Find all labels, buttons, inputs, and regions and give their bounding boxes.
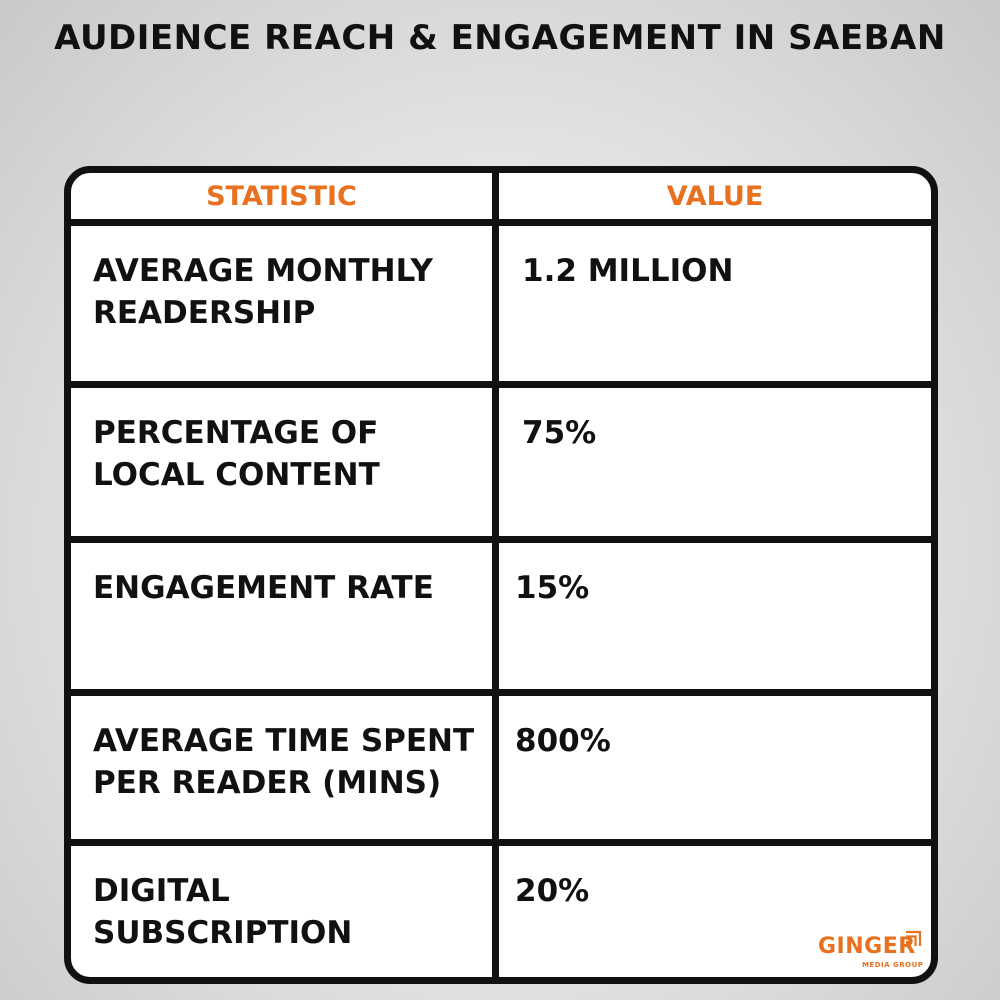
value-cell: 15% (499, 543, 931, 689)
statistic-label: PERCENTAGE OF LOCAL CONTENT (93, 415, 380, 493)
header-statistic: STATISTIC (206, 180, 357, 212)
statistic-label: ENGAGEMENT RATE (93, 570, 434, 606)
table-row: DIGITAL SUBSCRIPTION 20% (71, 839, 931, 977)
statistic-label: DIGITAL SUBSCRIPTION (93, 873, 353, 951)
statistic-value: 15% (515, 570, 590, 606)
header-cell-value: VALUE (499, 173, 931, 219)
ginger-logo: GINGER MEDIA GROUP (818, 930, 928, 974)
statistic-cell: AVERAGE MONTHLY READERSHIP (71, 226, 499, 381)
stats-table: STATISTIC VALUE AVERAGE MONTHLY READERSH… (64, 166, 938, 984)
table-row: PERCENTAGE OF LOCAL CONTENT 75% (71, 381, 931, 536)
table-row: ENGAGEMENT RATE 15% (71, 536, 931, 689)
statistic-value: 75% (522, 415, 597, 451)
value-cell: 1.2 MILLION (499, 226, 931, 381)
table-header-row: STATISTIC VALUE (71, 173, 931, 219)
table-row: AVERAGE TIME SPENT PER READER (MINS) 800… (71, 689, 931, 839)
statistic-label: AVERAGE TIME SPENT PER READER (MINS) (93, 723, 475, 801)
statistic-cell: PERCENTAGE OF LOCAL CONTENT (71, 388, 499, 536)
value-cell: 800% (499, 696, 931, 839)
statistic-value: 20% (515, 873, 590, 909)
statistic-value: 800% (515, 723, 611, 759)
value-cell: 20% (499, 846, 931, 977)
header-value: VALUE (666, 180, 764, 212)
page-title: AUDIENCE REACH & ENGAGEMENT IN SAEBAN (54, 18, 946, 58)
statistic-cell: ENGAGEMENT RATE (71, 543, 499, 689)
logo-mark-icon (906, 930, 922, 946)
value-cell: 75% (499, 388, 931, 536)
logo-wordmark: GINGER (818, 934, 916, 959)
table-row: AVERAGE MONTHLY READERSHIP 1.2 MILLION (71, 219, 931, 381)
statistic-cell: DIGITAL SUBSCRIPTION (71, 846, 499, 977)
statistic-cell: AVERAGE TIME SPENT PER READER (MINS) (71, 696, 499, 839)
header-cell-statistic: STATISTIC (71, 173, 499, 219)
statistic-label: AVERAGE MONTHLY READERSHIP (93, 253, 433, 331)
statistic-value: 1.2 MILLION (522, 253, 734, 289)
logo-tagline: MEDIA GROUP (862, 961, 924, 969)
